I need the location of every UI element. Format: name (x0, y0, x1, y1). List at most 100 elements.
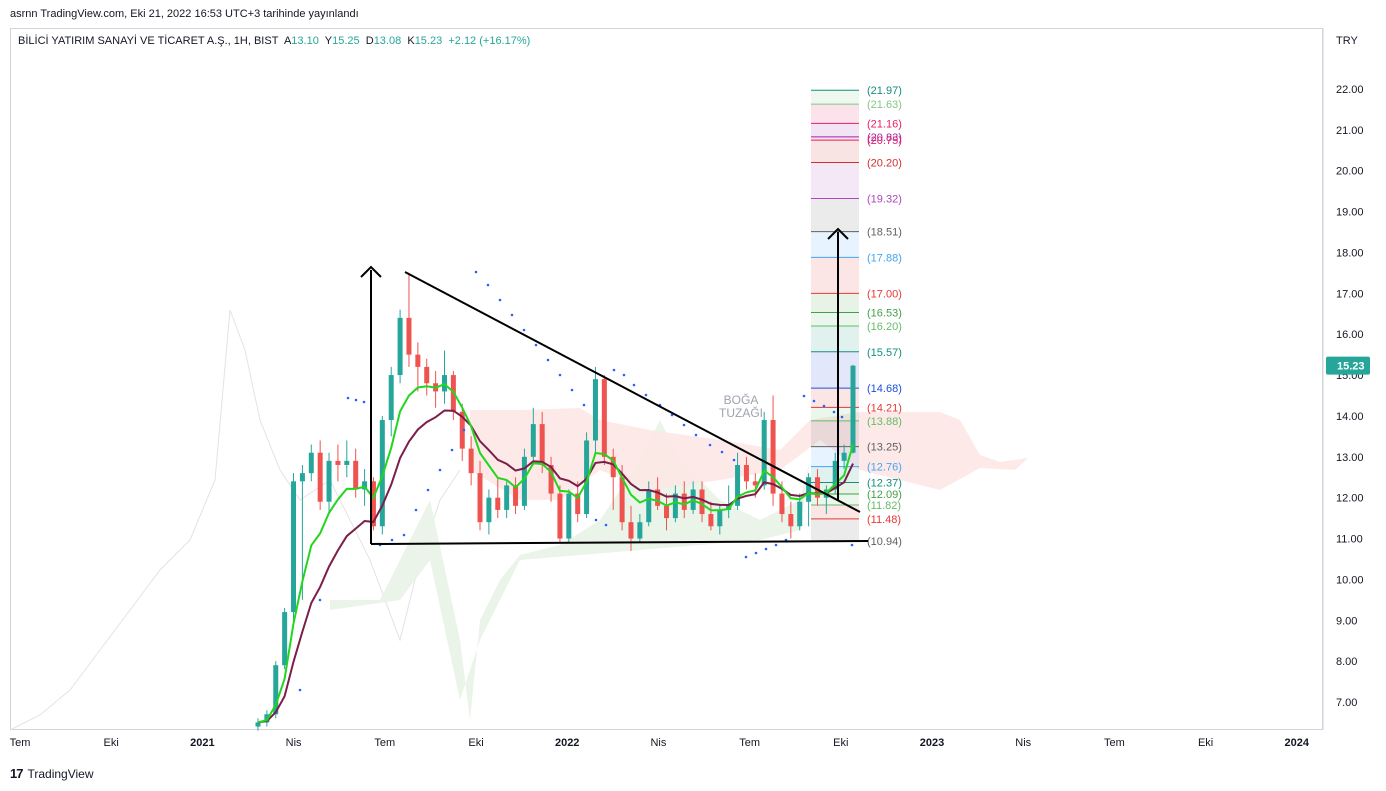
change-value: +2.12 (+16.17%) (448, 35, 531, 47)
fib-level-label: (17.88) (867, 252, 902, 264)
price-tick-label: 21.00 (1336, 125, 1364, 137)
price-tick-label: 9.00 (1336, 615, 1357, 627)
candle (344, 460, 350, 465)
fib-level-label: (16.20) (867, 321, 902, 333)
time-tick-label: Eki (1198, 737, 1213, 749)
sar-dot (462, 428, 466, 432)
candle (664, 505, 670, 519)
candles (255, 272, 856, 731)
candle (362, 481, 368, 490)
candle (539, 424, 545, 465)
candle (477, 473, 483, 523)
fib-level-label: (12.76) (867, 462, 902, 474)
candle (486, 497, 492, 523)
fib-level-label: (21.16) (867, 118, 902, 130)
price-tick-label: 19.00 (1336, 207, 1364, 219)
sar-dot (670, 413, 674, 417)
candle (832, 460, 838, 490)
symbol-name: BİLİCİ YATIRIM SANAYİ VE TİCARET A.Ş., 1… (18, 35, 279, 47)
price-tick-label: 10.00 (1336, 574, 1364, 586)
fib-level-label: (14.68) (867, 383, 902, 395)
candle (637, 522, 643, 539)
candle (575, 493, 581, 515)
sar-dot (720, 450, 724, 454)
sar-dot (802, 394, 806, 398)
candle (415, 354, 421, 367)
published-credit: asrnn TradingView.com, Eki 21, 2022 16:5… (10, 8, 359, 20)
candle (468, 448, 474, 474)
fib-level-label: (11.82) (867, 500, 901, 512)
sar-dot (450, 448, 454, 452)
fib-level-label: (13.88) (867, 416, 902, 428)
ichimoku-cloud (330, 408, 1028, 720)
fib-zone (811, 257, 859, 294)
fib-zone (811, 407, 859, 421)
candle (628, 522, 634, 539)
candle (850, 365, 856, 453)
last-price-badge (1326, 356, 1370, 375)
price-tick-label: 16.00 (1336, 329, 1364, 341)
fib-zone (811, 231, 859, 258)
fib-level-label: (21.97) (867, 85, 902, 97)
candle (601, 379, 607, 457)
candle (557, 493, 563, 539)
price-tick-label: 17.00 (1336, 288, 1364, 300)
candle (655, 489, 661, 506)
sar-dot (390, 538, 394, 542)
time-tick-label: Tem (10, 737, 31, 749)
candle (353, 460, 359, 490)
sar-dot (498, 298, 502, 302)
candle (273, 665, 279, 715)
low-value: 13.08 (373, 35, 402, 47)
candle (708, 514, 714, 527)
candle (255, 722, 261, 727)
axes: 7.00 8.00 9.00 10.00 11.00 12.00 13.00 14.00 15.… (10, 28, 1370, 749)
candle (513, 485, 519, 506)
fib-zone (811, 198, 859, 232)
candle (770, 420, 776, 494)
close-value: 15.23 (414, 35, 443, 47)
sar-dot (402, 533, 406, 537)
sar-dot (644, 393, 648, 397)
ghost-line (9, 309, 461, 731)
fib-level-label: (18.51) (867, 227, 902, 239)
time-tick-label: Tem (739, 737, 760, 749)
time-tick-label: Nis (1015, 737, 1031, 749)
price-tick-label: 11.00 (1336, 534, 1363, 546)
fib-level-label: (20.20) (867, 158, 902, 170)
sar-dot (414, 508, 418, 512)
sar-dot (354, 398, 358, 402)
candle (610, 456, 616, 478)
fib-zone (811, 162, 859, 199)
high-value: 15.25 (332, 35, 360, 47)
time-tick-label: Tem (374, 737, 395, 749)
price-tick-label: 7.00 (1336, 697, 1357, 709)
sar-dot (604, 523, 608, 527)
sar-dot (362, 400, 366, 404)
candle (566, 493, 572, 539)
candle (291, 481, 297, 613)
sar-dot (510, 313, 514, 317)
sar-dot (822, 404, 826, 408)
time-tick-label: Tem (1104, 737, 1125, 749)
sar-dot (732, 458, 736, 462)
last-price-label: 15.23 (1337, 361, 1365, 373)
candle (681, 493, 687, 510)
tradingview-brand[interactable]: 17 TradingView (10, 766, 94, 781)
fib-level-label: (19.32) (867, 194, 902, 206)
fib-level-label: (14.21) (867, 402, 902, 414)
sar-dot (346, 396, 350, 400)
price-tick-label: 18.00 (1336, 247, 1364, 259)
sar-dot (774, 543, 778, 547)
tradingview-logo-icon: 17 (10, 766, 24, 781)
time-tick-label: Eki (468, 737, 483, 749)
descending-trendline (404, 271, 861, 513)
candle (397, 317, 403, 376)
fib-level-label: (15.57) (867, 347, 902, 359)
sar-dot (840, 415, 844, 419)
sar-dot (318, 598, 322, 602)
candle (797, 501, 803, 527)
sar-dot (744, 555, 748, 559)
